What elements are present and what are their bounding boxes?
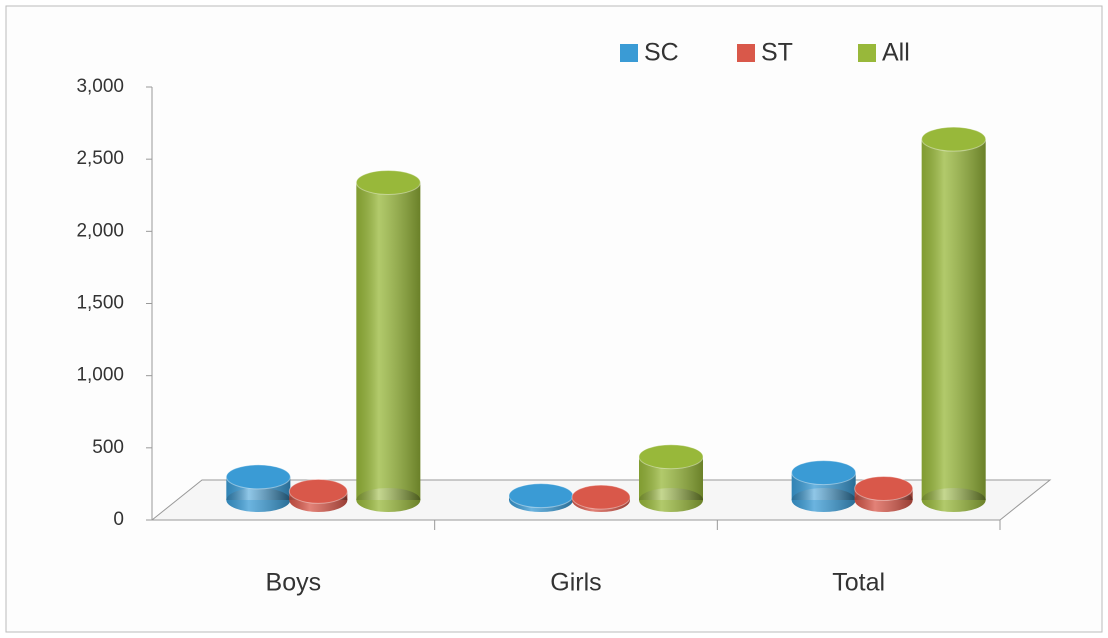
y-tick-label: 1,000 <box>76 365 124 386</box>
cylinder <box>355 169 421 512</box>
cylinder-top <box>288 478 348 504</box>
chart-frame <box>5 5 1103 633</box>
cylinder-bottom-shade <box>356 488 421 512</box>
y-tick-label: 500 <box>92 437 124 458</box>
cylinder-shade <box>356 182 421 500</box>
cylinder <box>508 483 574 512</box>
cylinder-bottom-shade <box>226 488 291 512</box>
cylinder <box>288 478 348 512</box>
cylinder <box>791 460 857 512</box>
cylinder-top <box>225 464 291 490</box>
y-tick-label: 3,000 <box>76 76 124 97</box>
legend-swatch <box>737 44 755 62</box>
cylinder-bottom-shade <box>921 488 986 512</box>
cylinder <box>225 464 291 512</box>
cylinder <box>921 126 987 512</box>
cylinder-top <box>638 444 704 470</box>
cylinder-top <box>571 484 631 510</box>
x-tick-label: Total <box>832 569 885 597</box>
cylinder-bottom-shade <box>639 488 703 512</box>
cylinder-shade <box>921 139 986 500</box>
cylinder-top <box>355 169 421 195</box>
x-tick-label: Girls <box>550 569 601 597</box>
y-tick-label: 0 <box>113 509 124 530</box>
legend-swatch <box>620 44 638 62</box>
cylinder-top <box>791 460 857 486</box>
legend-label: All <box>882 39 910 67</box>
legend-swatch <box>858 44 876 62</box>
legend-label: SC <box>644 39 679 67</box>
cylinder <box>854 475 914 512</box>
y-tick-label: 2,000 <box>76 220 124 241</box>
cylinder-top <box>854 475 914 501</box>
cylinder-bottom-shade <box>791 488 856 512</box>
y-tick-label: 1,500 <box>76 293 124 314</box>
cylinder-top <box>921 126 987 152</box>
y-tick-label: 2,500 <box>76 148 124 169</box>
x-tick-label: Boys <box>266 569 322 597</box>
cylinder <box>638 444 704 512</box>
cylinder <box>571 484 631 512</box>
legend-label: ST <box>761 39 793 67</box>
cylinder-top <box>508 483 574 509</box>
